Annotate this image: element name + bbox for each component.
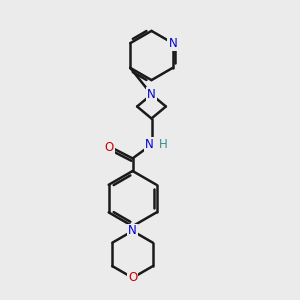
Text: N: N [147,88,156,101]
Text: H: H [158,138,167,151]
Text: N: N [128,224,137,238]
Text: N: N [145,138,154,151]
Text: O: O [128,271,137,284]
Text: N: N [168,37,177,50]
Text: O: O [105,141,114,154]
